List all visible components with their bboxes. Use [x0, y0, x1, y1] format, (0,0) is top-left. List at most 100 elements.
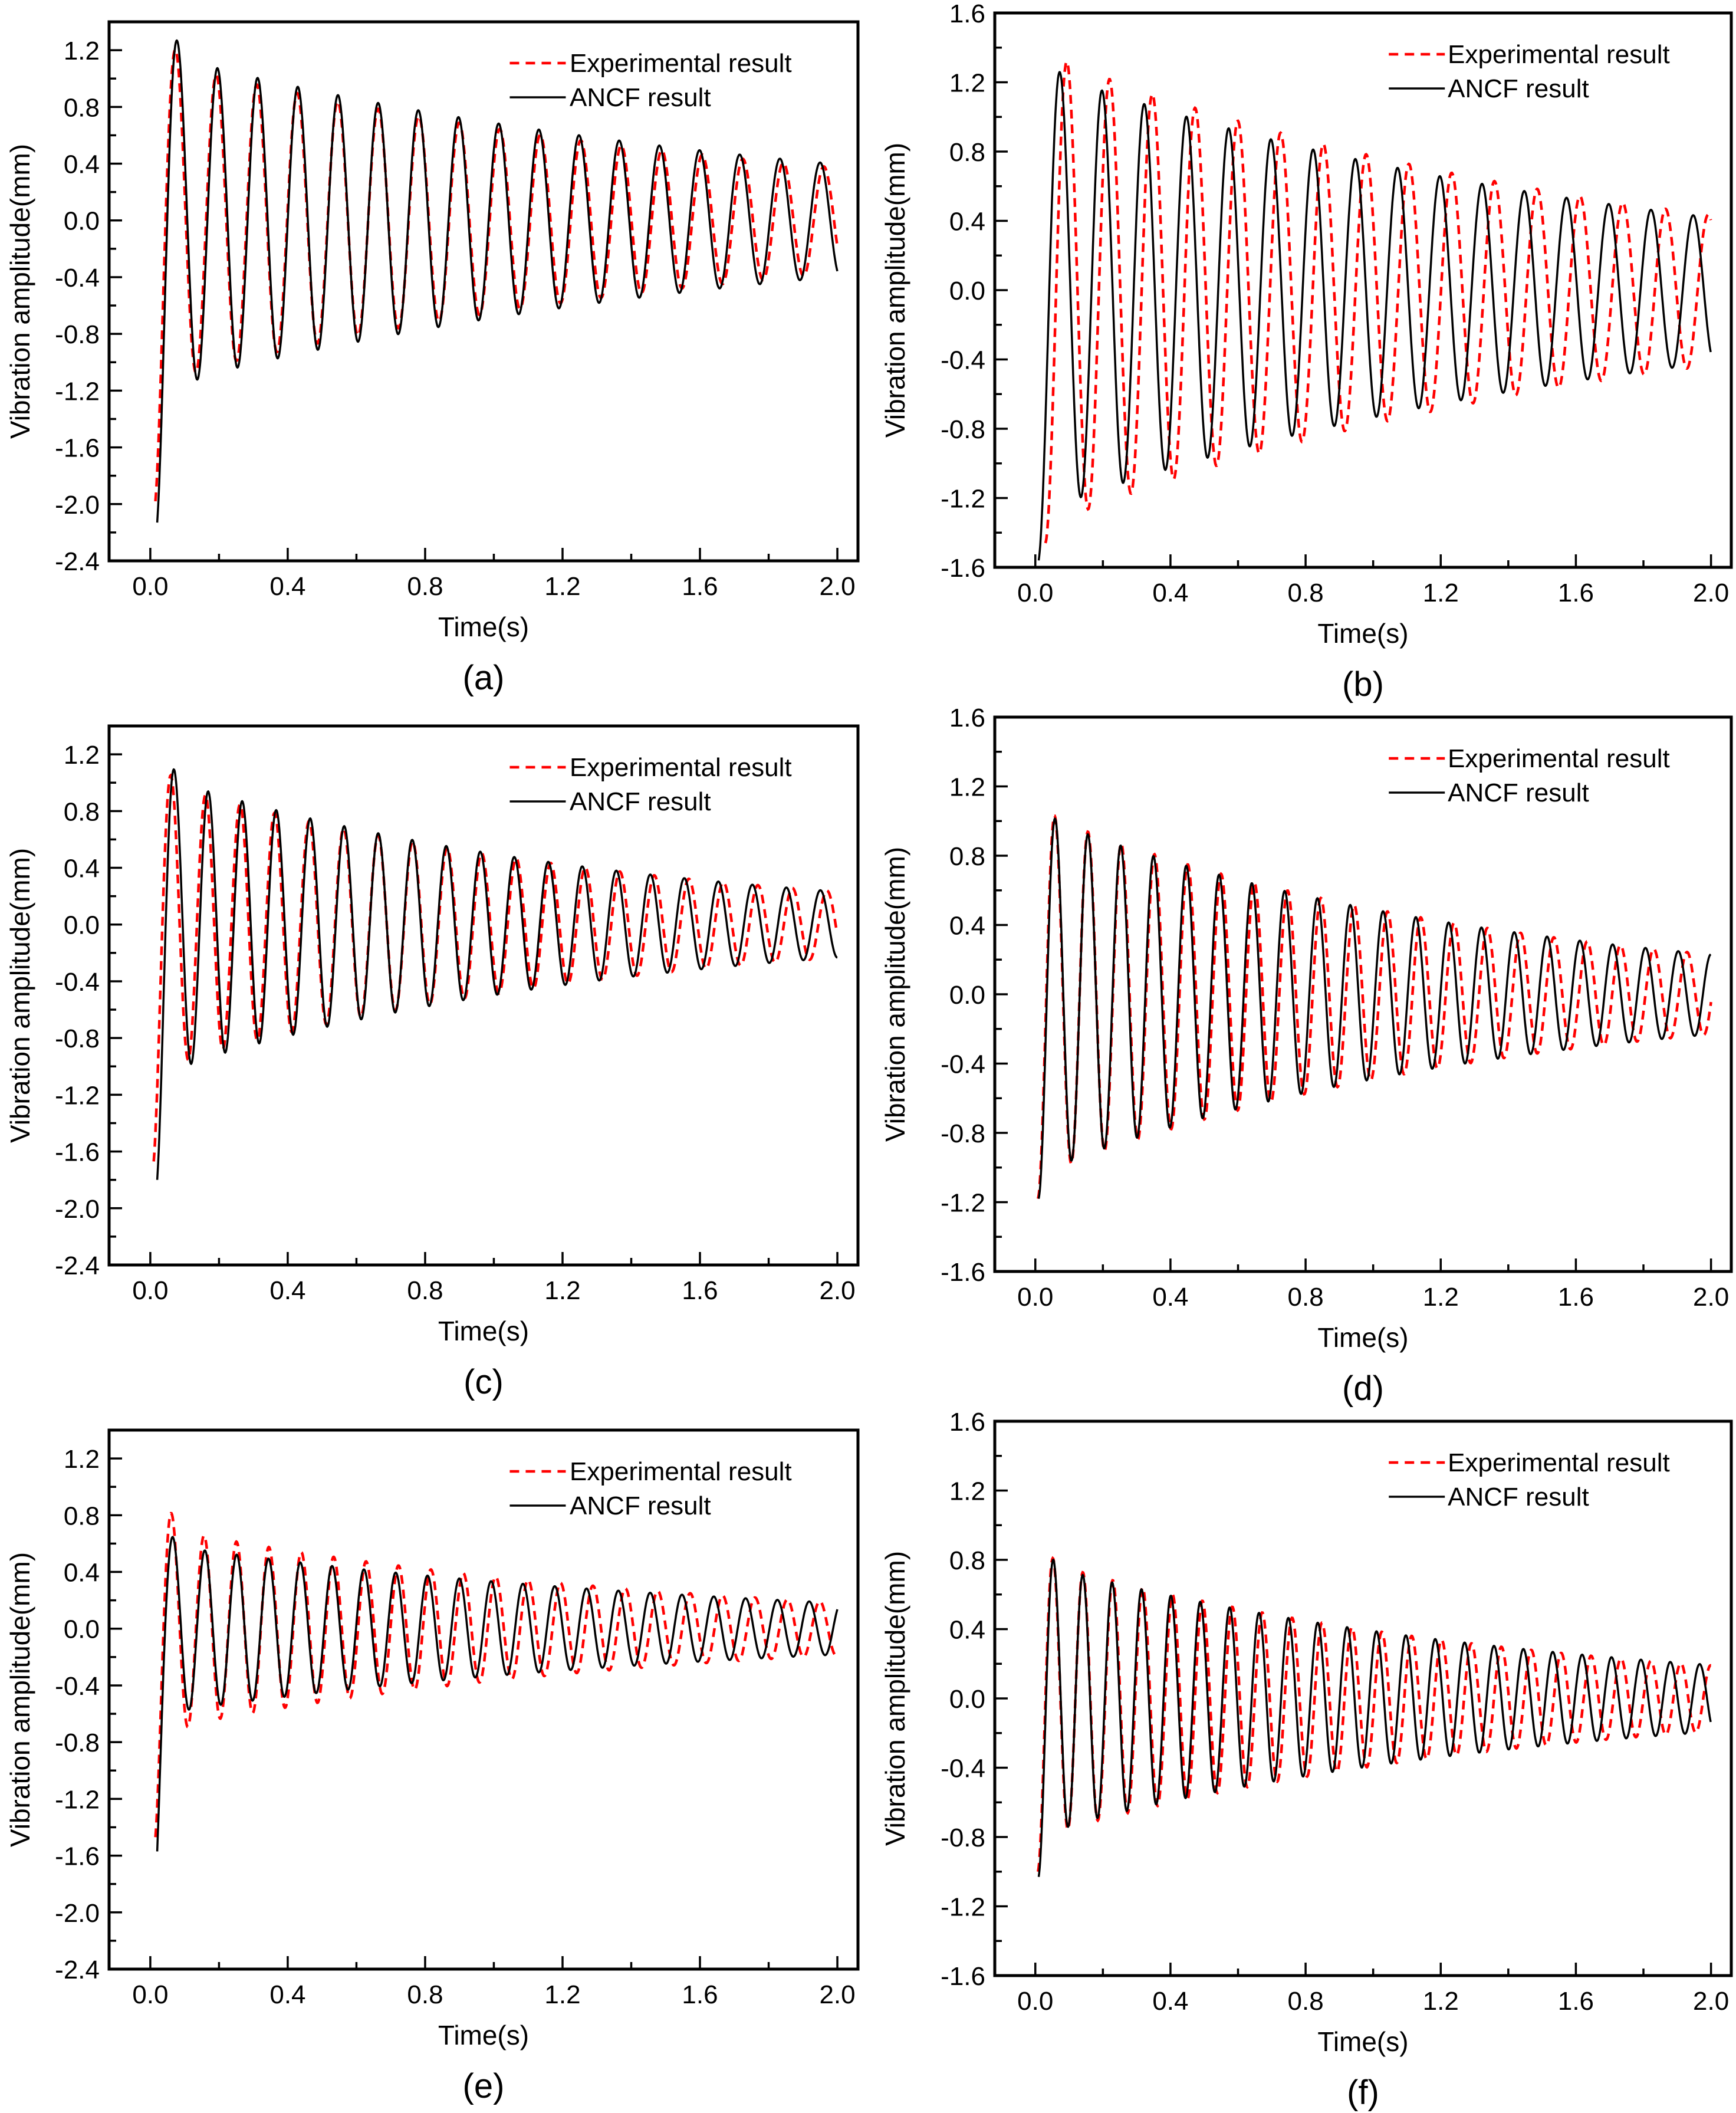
panel-e: 0.0 0.4 0.8 1.2 1.6 2.0 1.2 0.8 0.4 0.0 -0.4 -0.8 -1… [0, 1408, 868, 2112]
x-tick-label: 0.4 [269, 1980, 305, 2009]
y-tick-label: -1.6 [941, 1258, 985, 1287]
chart-panel-d: 0.0 0.4 0.8 1.2 1.6 2.0 1.6 1.2 0.8 0.4 0.0 -0.4 -0.… [880, 704, 1733, 1408]
y-tick-label: -0.4 [941, 346, 985, 375]
y-tick-label: 0.8 [949, 842, 985, 871]
x-tick-label: 1.2 [1423, 1987, 1459, 2016]
y-tick-label: 1.2 [64, 37, 100, 65]
y-tick-label: -1.6 [941, 1962, 985, 1991]
y-tick-label: -1.6 [55, 1138, 100, 1167]
plot-frame [107, 20, 860, 563]
y-tick-label: 0.4 [949, 912, 985, 941]
legend-label-ancf: ANCF result [570, 787, 711, 816]
chart-panel-c: 0.0 0.4 0.8 1.2 1.6 2.0 1.2 0.8 0.4 0.0 -0.4 -0.8 -1… [5, 724, 860, 1401]
plot-frame [993, 11, 1733, 569]
x-tick-label: 1.2 [544, 572, 580, 601]
x-tick-label: 1.2 [544, 1276, 580, 1305]
panel-d: 0.0 0.4 0.8 1.2 1.6 2.0 1.6 1.2 0.8 0.4 0.0 -0.4 -0.… [868, 704, 1736, 1408]
y-tick-label: 0.0 [64, 911, 100, 940]
panel-c: 0.0 0.4 0.8 1.2 1.6 2.0 1.2 0.8 0.4 0.0 -0.4 -0.8 -1… [0, 704, 868, 1408]
y-tick-label: -0.4 [941, 1754, 985, 1783]
chart-panel-b: 0.0 0.4 0.8 1.2 1.6 2.0 1.6 1.2 0.8 0.4 0.0 -0.4 -0.… [880, 0, 1733, 704]
x-tick-label: 0.4 [1152, 579, 1188, 607]
x-tick-label: 2.0 [819, 1276, 855, 1305]
x-tick-label: 0.4 [269, 572, 305, 601]
y-tick-label: -1.6 [55, 1842, 100, 1871]
series-path-ancf [1037, 71, 1712, 561]
x-tick-label: 1.6 [682, 572, 718, 601]
panel-letter: (a) [463, 659, 505, 697]
y-tick-label: 1.6 [949, 704, 985, 732]
y-tick-label: -0.4 [55, 264, 100, 293]
x-axis-title: Time(s) [1317, 1322, 1408, 1353]
y-axis-title: Vibration amplitude(mm) [5, 1552, 35, 1847]
y-tick-label: 0.4 [949, 208, 985, 236]
y-tick-label: 1.2 [949, 69, 985, 98]
y-tick-label: -0.4 [55, 1672, 100, 1701]
y-tick-label: 0.8 [64, 93, 100, 122]
y-tick-label: -0.4 [55, 968, 100, 997]
x-tick-label: 2.0 [819, 572, 855, 601]
y-tick-label: -1.2 [55, 1785, 100, 1814]
series-path-ancf [156, 1536, 839, 1852]
series-path-ancf [1037, 1559, 1712, 1877]
x-tick-label: 2.0 [1693, 579, 1729, 607]
x-axis-title: Time(s) [1317, 2026, 1408, 2057]
chart-panel-a: 0.0 0.4 0.8 1.2 1.6 2.0 1.2 0.8 0.4 0.0 -0.4 -0.8 -1… [5, 20, 860, 697]
legend-label-ancf: ANCF result [570, 83, 711, 112]
y-tick-label: 1.6 [949, 0, 985, 28]
y-tick-label: -1.2 [55, 1081, 100, 1110]
y-tick-label: 0.0 [64, 1615, 100, 1644]
y-tick-label: -0.4 [941, 1050, 985, 1079]
y-tick-label: 0.0 [64, 207, 100, 236]
y-tick-label: 0.0 [949, 277, 985, 305]
y-tick-label: -2.4 [55, 547, 100, 576]
y-tick-label: -2.4 [55, 1251, 100, 1280]
y-tick-label: -1.2 [941, 1189, 985, 1218]
legend-label-ancf: ANCF result [1448, 74, 1589, 103]
y-tick-label: -0.8 [55, 320, 100, 349]
x-tick-label: 1.6 [1558, 579, 1594, 607]
y-tick-label: -1.2 [941, 1893, 985, 1922]
y-tick-label: -0.8 [55, 1728, 100, 1757]
panel-letter: (f) [1347, 2073, 1379, 2112]
x-tick-label: 0.4 [1152, 1283, 1188, 1312]
y-tick-label: 0.8 [64, 1501, 100, 1530]
x-tick-label: 0.0 [132, 1980, 168, 2009]
x-tick-label: 0.0 [1017, 579, 1053, 607]
chart-panel-e: 0.0 0.4 0.8 1.2 1.6 2.0 1.2 0.8 0.4 0.0 -0.4 -0.8 -1… [5, 1428, 860, 2105]
x-tick-label: 0.8 [1288, 1283, 1324, 1312]
y-tick-label: 1.2 [64, 741, 100, 770]
y-tick-label: 0.4 [64, 1559, 100, 1588]
y-tick-label: -2.0 [55, 491, 100, 520]
panel-b: 0.0 0.4 0.8 1.2 1.6 2.0 1.6 1.2 0.8 0.4 0.0 -0.4 -0.… [868, 0, 1736, 704]
x-tick-label: 0.0 [132, 1276, 168, 1305]
x-tick-label: 1.2 [1423, 1283, 1459, 1312]
x-tick-label: 2.0 [819, 1980, 855, 2009]
x-tick-label: 1.6 [1558, 1283, 1594, 1312]
x-tick-label: 0.0 [1017, 1283, 1053, 1312]
x-tick-label: 0.8 [1288, 1987, 1324, 2016]
y-tick-label: -1.2 [941, 485, 985, 514]
y-axis-title: Vibration amplitude(mm) [5, 144, 35, 439]
series-path-experimental [154, 1511, 839, 1838]
x-tick-label: 1.2 [544, 1980, 580, 2009]
y-tick-label: 1.6 [949, 1408, 985, 1437]
plot-frame [107, 724, 860, 1267]
y-tick-label: 1.2 [64, 1445, 100, 1474]
x-tick-label: 0.4 [1152, 1987, 1188, 2016]
y-tick-label: 0.8 [949, 1546, 985, 1575]
x-tick-label: 0.8 [407, 1980, 443, 2009]
y-tick-label: -0.8 [941, 1119, 985, 1148]
y-tick-label: 0.4 [949, 1616, 985, 1645]
y-tick-label: -0.8 [55, 1024, 100, 1053]
series-path-experimental [152, 773, 839, 1162]
panel-letter: (b) [1342, 665, 1384, 704]
y-tick-label: -2.4 [55, 1956, 100, 1984]
x-tick-label: 2.0 [1693, 1283, 1729, 1312]
series-path-experimental [1037, 1556, 1711, 1872]
y-tick-label: 0.4 [64, 855, 100, 883]
y-tick-label: -1.6 [941, 554, 985, 583]
y-tick-label: -1.2 [55, 377, 100, 406]
legend-label-ancf: ANCF result [1448, 778, 1589, 807]
